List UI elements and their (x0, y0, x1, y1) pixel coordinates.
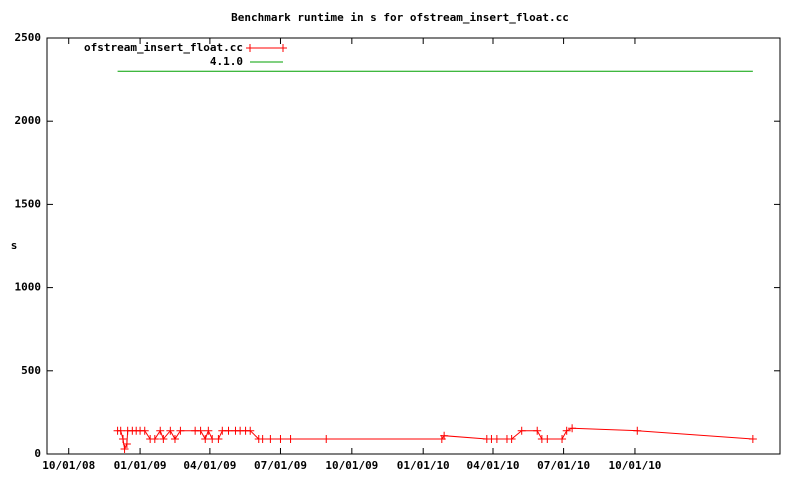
point (543, 435, 552, 444)
x-tick-label: 10/01/08 (42, 459, 95, 472)
point (122, 440, 131, 449)
x-tick-label: 07/01/09 (254, 459, 307, 472)
legend-marker (279, 44, 287, 52)
point (201, 435, 210, 444)
point (440, 431, 449, 440)
point (492, 435, 501, 444)
x-tick-label: 01/01/09 (114, 459, 167, 472)
legend-label: 4.1.0 (210, 55, 243, 68)
point (116, 426, 125, 435)
point (150, 435, 159, 444)
x-tick-label: 07/01/10 (537, 459, 590, 472)
y-tick-label: 1000 (15, 281, 42, 294)
y-axis-label: s (11, 239, 18, 252)
point (120, 445, 129, 454)
point (224, 426, 233, 435)
point (568, 424, 577, 433)
point (322, 435, 331, 444)
y-tick-label: 1500 (15, 197, 42, 210)
x-tick-label: 04/01/09 (183, 459, 236, 472)
point (562, 426, 571, 435)
point (246, 426, 255, 435)
point (156, 426, 165, 435)
point (276, 435, 285, 444)
point (176, 426, 185, 435)
y-tick-label: 2500 (15, 31, 42, 44)
point (517, 426, 526, 435)
y-tick-label: 0 (34, 447, 41, 460)
point (507, 435, 516, 444)
point (196, 426, 205, 435)
point (258, 435, 267, 444)
point (533, 426, 542, 435)
point (119, 435, 128, 444)
x-tick-label: 01/01/10 (397, 459, 450, 472)
point (170, 435, 179, 444)
point (159, 435, 168, 444)
x-tick-label: 10/01/10 (608, 459, 661, 472)
point (633, 426, 642, 435)
point (558, 435, 567, 444)
y-tick-label: 500 (21, 364, 41, 377)
chart-title: Benchmark runtime in s for ofstream_inse… (231, 11, 569, 24)
point (140, 426, 149, 435)
y-tick-label: 2000 (15, 114, 42, 127)
legend-label: ofstream_insert_float.cc (84, 41, 243, 54)
point (266, 435, 275, 444)
legend-marker (246, 44, 254, 52)
x-tick-label: 04/01/10 (467, 459, 520, 472)
point (204, 426, 213, 435)
point (748, 435, 757, 444)
plot-frame (46, 37, 781, 455)
point (214, 435, 223, 444)
x-tick-label: 10/01/09 (325, 459, 378, 472)
point (286, 435, 295, 444)
point (166, 426, 175, 435)
